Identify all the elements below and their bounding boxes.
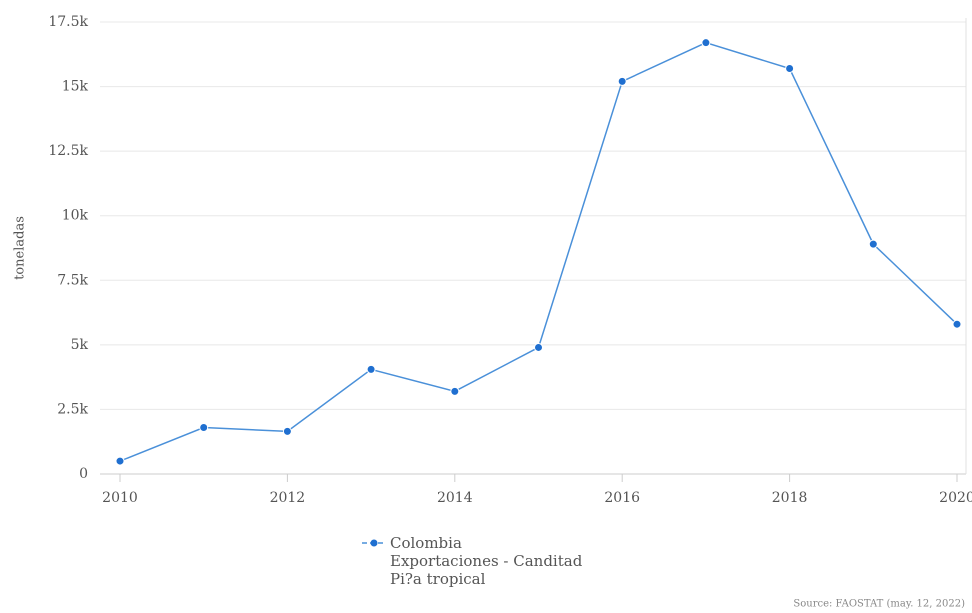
legend-label: Colombia Exportaciones - Canditad Pi?a t…: [390, 534, 583, 588]
y-axis-label: toneladas: [13, 216, 28, 280]
x-tick-label: 2012: [270, 490, 306, 506]
point: [366, 364, 376, 374]
point: [199, 423, 209, 433]
y-tick-label: 5k: [71, 337, 89, 353]
x-tick-label: 2016: [604, 490, 640, 506]
y-tick-label: 2.5k: [57, 401, 88, 417]
point: [701, 38, 711, 48]
y-tick-label: 0: [79, 466, 88, 482]
point: [617, 76, 627, 86]
point: [868, 239, 878, 249]
y-tick-label: 10k: [62, 208, 89, 224]
x-tick-label: 2020: [939, 490, 972, 506]
point: [450, 386, 460, 396]
y-tick-label: 15k: [62, 79, 89, 95]
point: [115, 456, 125, 466]
point: [952, 319, 962, 329]
source: Source: FAOSTAT (may. 12, 2022): [793, 599, 965, 610]
legend-marker: [370, 539, 378, 547]
point: [282, 426, 292, 436]
x-tick-label: 2018: [772, 490, 808, 506]
y-tick-label: 7.5k: [57, 272, 88, 288]
x-tick-label: 2010: [102, 490, 138, 506]
y-tick-label: 12.5k: [48, 143, 88, 159]
x-tick-label: 2014: [437, 490, 473, 506]
y-tick-label: 17.5k: [48, 14, 88, 30]
point: [534, 342, 543, 352]
series-line: [119, 41, 958, 462]
point: [785, 63, 795, 73]
